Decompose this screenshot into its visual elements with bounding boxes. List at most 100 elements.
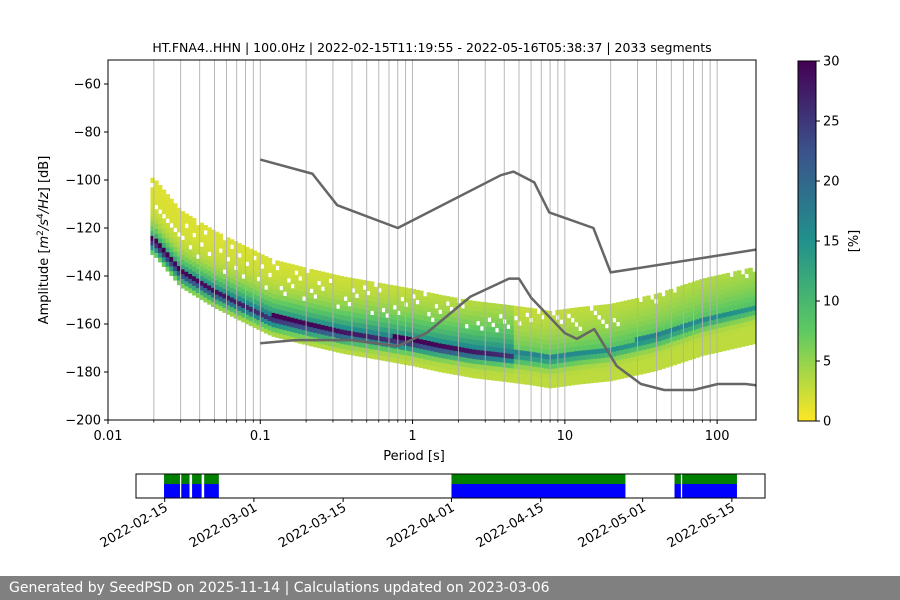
psd-bin [574,341,579,347]
psd-bin [434,327,439,333]
psd-bin [207,289,212,296]
psd-bin [161,223,167,229]
psd-bin [195,234,201,241]
psd-bin [479,306,485,312]
psd-bin [593,339,598,345]
psd-bin [154,242,159,249]
psd-bin [566,308,572,314]
psd-bin [328,297,333,303]
psd-bin [263,294,269,300]
psd-bin [714,323,719,329]
psd-bin [623,367,628,374]
psd-bin [400,339,405,346]
psd-bin [150,220,155,227]
psd-bin [457,351,462,357]
psd-bin [695,285,700,291]
psd-bin [354,298,360,304]
psd-bin [570,370,575,376]
psd-bin [351,282,356,289]
psd-bin [335,347,341,353]
psd-bin [475,325,481,331]
psd-bin [525,331,530,337]
psd-bin [498,356,504,363]
psd-bin [226,280,231,286]
psd-bin [396,319,401,326]
psd-bin [407,321,413,328]
psd-bin [513,344,519,350]
psd-bin [286,320,292,327]
psd-bin [438,294,443,301]
psd-bin [252,284,258,290]
psd-bin [271,278,276,285]
psd-bin [282,267,288,273]
psd-bin [748,272,753,278]
psd-bin [169,256,174,262]
psd-bin [173,232,178,238]
psd-bin [298,304,303,311]
psd-bin [699,322,704,328]
psd-bin [740,288,746,295]
psd-bin [710,338,715,345]
psd-bin [252,279,258,285]
psd-bin [449,340,454,346]
psd-bin [740,336,746,343]
psd-bin [263,270,269,276]
psd-bin [661,358,666,365]
psd-bin [313,289,318,295]
psd-bin [332,288,337,295]
psd-bin [237,300,242,307]
y-label-s: /s [37,219,52,231]
psd-bin [638,316,644,322]
psd-bin [396,286,401,292]
psd-bin [358,293,363,300]
psd-bin [483,302,488,308]
psd-bin [566,366,572,372]
psd-bin [188,258,193,265]
psd-bin [540,309,545,316]
psd-bin [665,352,670,359]
psd-bin [328,287,333,294]
psd-bin [468,319,473,325]
psd-bin [267,277,273,283]
psd-bin [536,318,541,325]
psd-bin [517,354,522,360]
psd-bin [532,380,538,386]
psd-bin [188,239,193,246]
psd-bin [347,311,352,317]
psd-bin [650,333,655,339]
psd-bin [600,314,606,320]
psd-bin [706,301,712,307]
psd-bin [396,315,401,321]
psd-bin [521,354,526,361]
psd-bin [661,305,666,312]
psd-bin [188,220,193,226]
psd-bin [657,350,662,356]
data-bar [204,484,219,498]
psd-bin [479,354,485,360]
psd-bin [313,298,318,305]
psd-bin [248,263,254,269]
psd-bin [298,290,303,296]
psd-bin [282,286,288,292]
psd-bin [158,194,163,201]
psd-bin [381,302,386,309]
psd-bin [615,369,621,375]
psd-bin [173,275,178,281]
psd-bin [619,330,625,336]
psd-bin [180,263,186,270]
psd-bin [672,316,678,322]
psd-bin [332,298,337,304]
psd-bin [248,272,254,279]
psd-bin [150,206,155,212]
psd-bin [532,356,538,362]
psd-bin [733,275,738,282]
psd-bin [385,288,390,295]
psd-bin [192,242,197,248]
psd-bin [513,353,519,360]
psd-bin [581,321,587,327]
psd-bin [642,296,647,302]
psd-bin [494,332,500,338]
psd-bin [362,289,367,296]
psd-bin [604,337,609,344]
